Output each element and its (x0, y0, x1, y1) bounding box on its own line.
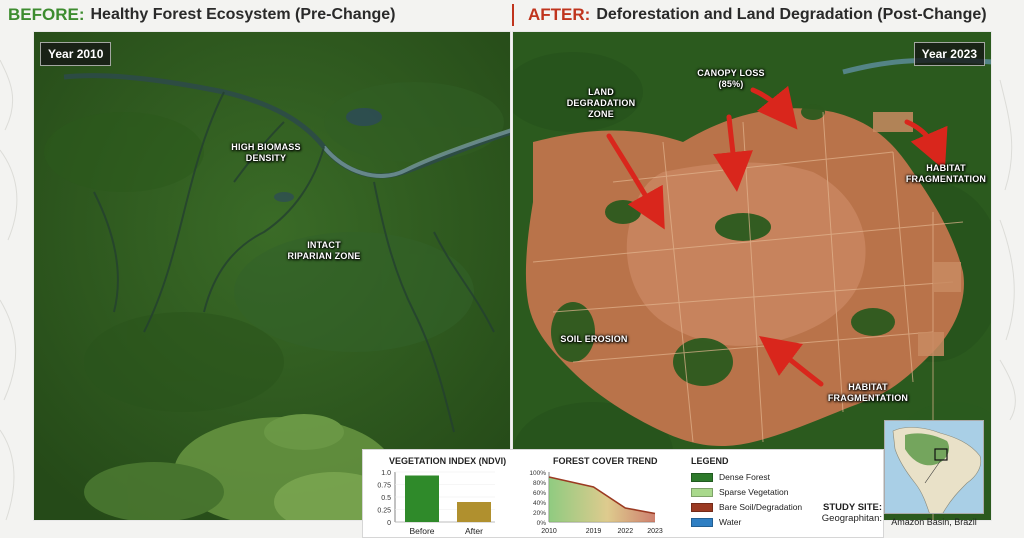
label-canopy-loss: CANOPY LOSS (85%) (697, 68, 765, 89)
label-land-degradation: LAND DEGRADATION ZONE (566, 87, 636, 119)
forest-x-label: 2022 (618, 528, 634, 535)
before-satellite-panel: Year 2010 HIGH BIOMASS DENSITY INTACT RI… (33, 31, 511, 521)
forest-x-label: 2010 (541, 528, 557, 535)
ndvi-chart: 1.0 0.75 0.5 0.25 0 Before After (377, 470, 495, 536)
legend-label: Water (719, 517, 742, 527)
forest-x-label: 2019 (586, 528, 602, 535)
legend-label: Sparse Vegetation (719, 487, 789, 497)
label-habitat-fragmentation-1: HABITAT FRAGMENTATION (905, 163, 987, 184)
study-site-label: STUDY SITE: Geographitan: (820, 502, 882, 524)
after-title: AFTER: Deforestation and Land Degradatio… (528, 0, 1018, 30)
forest-tick-label: 80% (533, 480, 546, 487)
legend-label: Dense Forest (719, 472, 771, 482)
inset-caption: Amazon Basin, Brazil (891, 517, 977, 527)
inset-locator-map (884, 420, 984, 514)
title-divider (512, 4, 514, 26)
ndvi-bar (457, 502, 491, 522)
ndvi-tick-label: 0 (387, 520, 391, 527)
legend-item-water: Water (691, 517, 741, 527)
legend-swatch (691, 487, 713, 497)
forest-tick-label: 0% (537, 520, 547, 527)
before-title-text: Healthy Forest Ecosystem (Pre-Change) (90, 6, 396, 23)
forest-chart-heading: FOREST COVER TREND (553, 456, 658, 466)
before-title-key: BEFORE: (8, 5, 85, 24)
legend-label: Bare Soil/Degradation (719, 502, 803, 512)
label-high-biomass: HIGH BIOMASS DENSITY (231, 142, 301, 163)
study-site-heading: STUDY SITE: (823, 502, 882, 513)
info-card: VEGETATION INDEX (NDVI) 1.0 0.75 0.5 0.25 0 B… (362, 449, 884, 538)
ndvi-chart-heading: VEGETATION INDEX (NDVI) (389, 456, 507, 466)
forest-tick-label: 60% (533, 490, 546, 497)
legend-item-dense-forest: Dense Forest (691, 472, 770, 482)
before-year-badge: Year 2010 (40, 42, 112, 66)
legend-swatch (691, 472, 713, 482)
label-intact-riparian: INTACT RIPARIAN ZONE (287, 240, 361, 261)
legend-heading: LEGEND (691, 456, 729, 466)
forest-tick-label: 100% (529, 470, 546, 477)
legend-item-sparse-vegetation: Sparse Vegetation (691, 487, 788, 497)
forest-line (548, 476, 656, 515)
forest-x-label: 2023 (647, 528, 663, 535)
study-site-sub: Geographitan: (821, 513, 882, 524)
after-title-key: AFTER: (528, 5, 591, 24)
forest-tick-label: 40% (533, 500, 546, 507)
ndvi-tick-label: 0.5 (381, 495, 391, 502)
ndvi-bar (405, 475, 439, 522)
after-satellite-panel: Year 2023 LAND DEGRADATION ZONE CANOPY L… (512, 31, 992, 521)
label-habitat-fragmentation-2: HABITAT FRAGMENTATION (827, 382, 909, 403)
ndvi-tick-label: 0.25 (377, 508, 391, 515)
forest-tick-label: 20% (533, 510, 546, 517)
after-year-badge: Year 2023 (913, 42, 985, 66)
south-america-map (885, 421, 983, 513)
ndvi-tick-label: 1.0 (381, 470, 391, 477)
label-soil-erosion: SOIL EROSION (560, 334, 628, 344)
forest-area (549, 477, 655, 522)
before-satellite-image (34, 32, 510, 520)
legend-swatch (691, 502, 713, 512)
ndvi-category-label: After (465, 526, 483, 536)
legend-swatch (691, 517, 713, 527)
ndvi-tick-label: 0.75 (377, 483, 391, 490)
before-title: BEFORE: Healthy Forest Ecosystem (Pre-Ch… (8, 0, 508, 30)
forest-cover-chart: 100% 80% 60% 40% 20% 0%2010 2019 2022 2023 (529, 470, 663, 535)
ndvi-category-label: Before (409, 526, 434, 536)
after-title-text: Deforestation and Land Degradation (Post… (596, 6, 987, 23)
legend-item-bare-soil: Bare Soil/Degradation (691, 502, 802, 512)
